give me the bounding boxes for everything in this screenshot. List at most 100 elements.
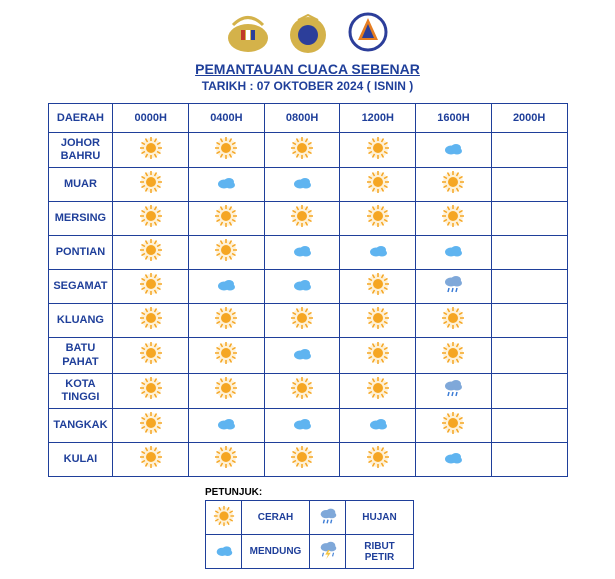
weather-cell (340, 202, 416, 236)
sun-icon (139, 341, 163, 370)
crest-3 (343, 10, 393, 55)
weather-cell (113, 443, 189, 477)
cloud-icon (290, 411, 314, 440)
district-cell: MERSING (48, 202, 113, 236)
legend-text-cell: MENDUNG (242, 535, 310, 569)
weather-cell (491, 338, 567, 373)
weather-cell (416, 202, 492, 236)
weather-cell (416, 338, 492, 373)
col-time: 2000H (491, 104, 567, 133)
sun-icon (214, 238, 238, 267)
col-time: 0000H (113, 104, 189, 133)
cloud-icon (290, 238, 314, 267)
weather-cell (491, 270, 567, 304)
table-row: SEGAMAT (48, 270, 567, 304)
weather-cell (189, 443, 265, 477)
weather-cell (113, 409, 189, 443)
rain-icon (441, 376, 465, 405)
sun-icon (139, 136, 163, 165)
rain-icon (441, 272, 465, 301)
weather-cell (340, 270, 416, 304)
weather-cell (264, 270, 340, 304)
sun-icon (366, 445, 390, 474)
legend-text-cell: RIBUT PETIR (346, 535, 414, 569)
weather-cell (189, 409, 265, 443)
legend-table: CERAH HUJAN MENDUNG RIBUT PETIR (205, 500, 414, 569)
cloud-icon (290, 170, 314, 199)
weather-cell (113, 304, 189, 338)
weather-cell (264, 236, 340, 270)
cloud-icon (441, 136, 465, 165)
weather-cell (189, 168, 265, 202)
weather-cell (340, 443, 416, 477)
storm-icon (317, 553, 339, 564)
district-cell: MUAR (48, 168, 113, 202)
weather-cell (416, 373, 492, 408)
weather-cell (264, 304, 340, 338)
weather-cell (491, 202, 567, 236)
cloud-icon (214, 272, 238, 301)
sun-icon (214, 136, 238, 165)
cloud-icon (366, 238, 390, 267)
weather-cell (264, 409, 340, 443)
table-row: KOTATINGGI (48, 373, 567, 408)
weather-cell (491, 236, 567, 270)
sun-icon (366, 272, 390, 301)
weather-cell (189, 270, 265, 304)
weather-cell (264, 373, 340, 408)
weather-cell (113, 168, 189, 202)
weather-cell (189, 338, 265, 373)
weather-cell (189, 236, 265, 270)
legend-icon-cell (206, 501, 242, 535)
crest-2 (283, 10, 333, 55)
col-time: 0800H (264, 104, 340, 133)
cloud-icon (290, 341, 314, 370)
weather-table: DAERAH0000H0400H0800H1200H1600H2000H JOH… (48, 103, 568, 477)
sun-icon (366, 204, 390, 233)
sun-icon (441, 341, 465, 370)
weather-cell (416, 236, 492, 270)
cloud-icon (213, 553, 235, 564)
sun-icon (139, 272, 163, 301)
legend-text-cell: HUJAN (346, 501, 414, 535)
weather-cell (340, 373, 416, 408)
legend-icon-cell (206, 535, 242, 569)
weather-cell (416, 270, 492, 304)
sun-icon (366, 306, 390, 335)
sun-icon (214, 341, 238, 370)
table-row: KLUANG (48, 304, 567, 338)
sun-icon (290, 306, 314, 335)
page-subtitle: TARIKH : 07 OKTOBER 2024 ( ISNIN ) (10, 79, 605, 93)
district-cell: TANGKAK (48, 409, 113, 443)
table-row: BATUPAHAT (48, 338, 567, 373)
weather-cell (491, 304, 567, 338)
district-cell: KOTATINGGI (48, 373, 113, 408)
table-row: MUAR (48, 168, 567, 202)
rain-icon (317, 519, 339, 530)
cloud-icon (214, 170, 238, 199)
weather-cell (113, 202, 189, 236)
legend-text-cell: CERAH (242, 501, 310, 535)
col-district: DAERAH (48, 104, 113, 133)
weather-cell (491, 373, 567, 408)
district-cell: BATUPAHAT (48, 338, 113, 373)
cloud-icon (290, 272, 314, 301)
sun-icon (214, 445, 238, 474)
weather-cell (264, 202, 340, 236)
weather-cell (491, 168, 567, 202)
sun-icon (139, 306, 163, 335)
weather-cell (113, 236, 189, 270)
weather-cell (264, 338, 340, 373)
weather-cell (264, 443, 340, 477)
legend-icon-cell (310, 501, 346, 535)
weather-cell (416, 443, 492, 477)
district-cell: KLUANG (48, 304, 113, 338)
table-row: PONTIAN (48, 236, 567, 270)
crest-1 (223, 10, 273, 55)
cloud-icon (366, 411, 390, 440)
sun-icon (366, 376, 390, 405)
col-time: 0400H (189, 104, 265, 133)
sun-icon (366, 341, 390, 370)
weather-cell (189, 133, 265, 168)
weather-cell (113, 270, 189, 304)
